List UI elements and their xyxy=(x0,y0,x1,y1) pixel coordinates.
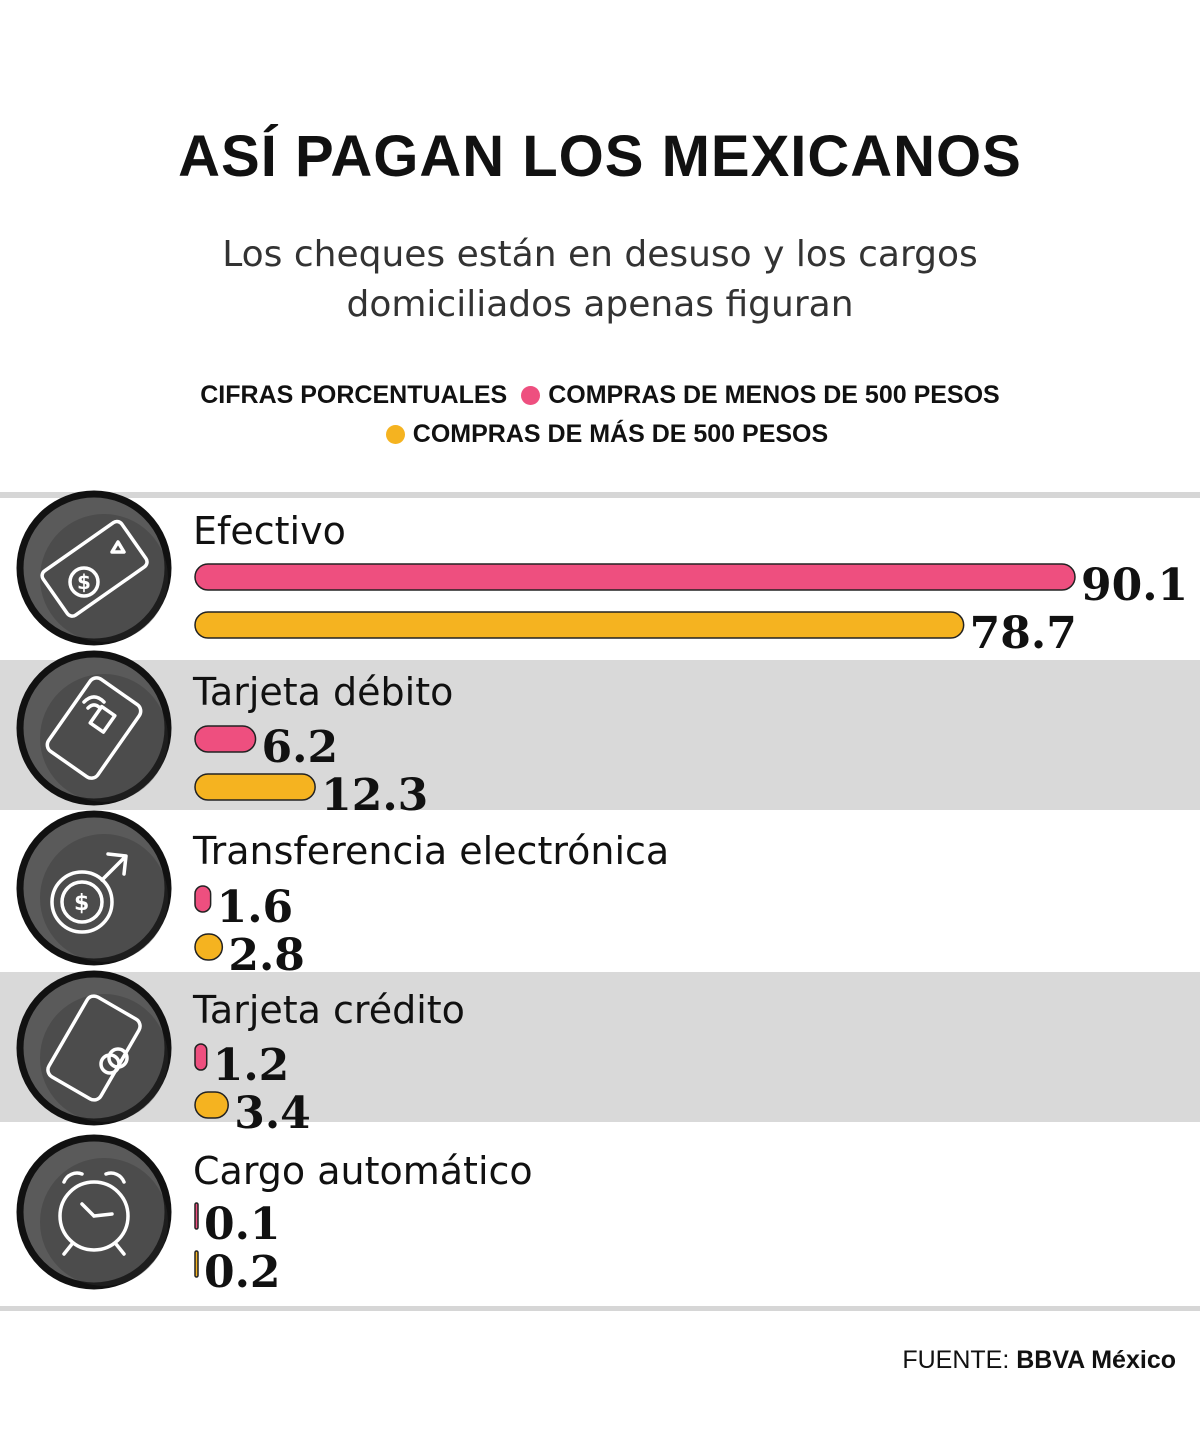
legend-swatch-under-500 xyxy=(521,386,541,405)
transfer-coin-icon-part xyxy=(60,880,104,924)
bar-efectivo-over-500 xyxy=(194,611,965,639)
legend-label-over-500: COMPRAS DE MÁS DE 500 PESOS xyxy=(412,420,829,448)
legend-note: CIFRAS PORCENTUALES xyxy=(200,381,508,409)
source-name: BBVA México xyxy=(1016,1346,1176,1374)
bar-cargo-automatico-under-500 xyxy=(194,1202,199,1230)
bar-tarjeta-credito-under-500 xyxy=(194,1043,208,1071)
value-label-cargo-automatico-under-500: 0.1 xyxy=(204,1199,281,1250)
transfer-coin-icon-part xyxy=(50,870,114,934)
legend-label-under-500: COMPRAS DE MENOS DE 500 PESOS xyxy=(548,381,1000,409)
bar-transferencia-over-500 xyxy=(194,933,224,961)
value-label-tarjeta-debito-over-500: 12.3 xyxy=(321,770,428,821)
credit-card-icon-part xyxy=(107,1047,129,1069)
value-label-transferencia-under-500: 1.6 xyxy=(217,882,294,933)
value-label-cargo-automatico-over-500: 0.2 xyxy=(204,1247,281,1298)
banknote-icon-part xyxy=(16,490,172,646)
transfer-coin-icon-part: $ xyxy=(74,891,89,916)
alarm-clock-icon-part xyxy=(62,1171,126,1184)
credit-card-icon xyxy=(16,970,172,1126)
bar-tarjeta-debito-over-500 xyxy=(194,773,316,801)
legend-second-row: COMPRAS DE MÁS DE 500 PESOS xyxy=(0,422,1200,447)
category-label-transferencia: Transferencia electrónica xyxy=(193,829,670,873)
bar-transferencia-under-500 xyxy=(194,885,212,913)
bar-tarjeta-credito-over-500 xyxy=(194,1091,229,1119)
transfer-coin-icon-part xyxy=(40,834,168,962)
debit-card-icon-part xyxy=(45,676,143,780)
alarm-clock-icon-part xyxy=(62,1242,126,1256)
debit-card-icon-part xyxy=(82,695,106,710)
debit-card-icon-part xyxy=(88,704,117,734)
value-label-tarjeta-credito-over-500: 3.4 xyxy=(234,1088,311,1139)
chart-subtitle: Los cheques están en desuso y los cargos… xyxy=(222,234,978,325)
alarm-clock-icon-part xyxy=(58,1180,130,1252)
alarm-clock-icon-part xyxy=(80,1202,114,1218)
bar-cargo-automatico-over-500 xyxy=(194,1250,199,1278)
value-label-tarjeta-credito-under-500: 1.2 xyxy=(213,1040,290,1091)
category-label-tarjeta-debito: Tarjeta débito xyxy=(193,670,454,714)
chart-title: ASÍ PAGAN LOS MEXICANOS xyxy=(178,124,1022,189)
category-label-tarjeta-credito: Tarjeta crédito xyxy=(193,988,465,1032)
debit-card-icon-part xyxy=(40,674,168,802)
category-label-efectivo: Efectivo xyxy=(193,509,346,553)
banknote-icon-part xyxy=(40,514,168,642)
band-divider xyxy=(0,492,1200,498)
value-label-tarjeta-debito-under-500: 6.2 xyxy=(262,722,339,773)
legend: CIFRAS PORCENTUALES COMPRAS DE MENOS DE 5… xyxy=(0,383,1200,408)
banknote-icon-part: $ xyxy=(77,570,91,594)
debit-card-icon-part xyxy=(16,650,172,806)
source-prefix: FUENTE: xyxy=(902,1346,1010,1374)
debit-card-icon xyxy=(16,650,172,806)
credit-card-icon-part xyxy=(16,970,172,1126)
alarm-clock-icon-part xyxy=(16,1134,172,1290)
alarm-clock-icon xyxy=(16,1134,172,1290)
category-label-cargo-automatico: Cargo automático xyxy=(193,1149,533,1193)
banknote-icon-part xyxy=(68,566,100,598)
bar-tarjeta-debito-under-500 xyxy=(194,725,257,753)
banknote-icon: $ xyxy=(16,490,172,646)
band-divider xyxy=(0,1306,1200,1311)
value-label-transferencia-over-500: 2.8 xyxy=(228,930,305,981)
value-label-efectivo-under-500: 90.1 xyxy=(1081,560,1188,611)
bar-efectivo-under-500 xyxy=(194,563,1076,591)
legend-swatch-over-500 xyxy=(385,425,405,444)
banknote-icon-part xyxy=(110,540,126,554)
transfer-coin-icon-part xyxy=(100,852,128,882)
transfer-coin-icon: $ xyxy=(16,810,172,966)
banknote-icon-part xyxy=(40,519,149,618)
source-note: FUENTE: BBVA México xyxy=(902,1346,1176,1375)
value-label-efectivo-over-500: 78.7 xyxy=(970,608,1077,659)
